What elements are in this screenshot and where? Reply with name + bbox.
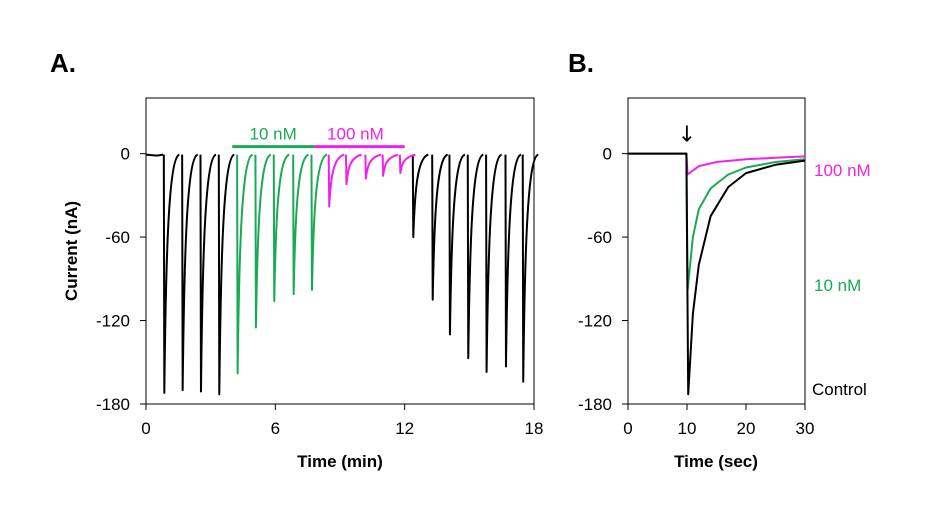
panel-a-spike [181,153,199,392]
panel-a-spike [448,153,466,336]
panel-a-spike [411,153,429,239]
panel-a-spike [292,153,310,296]
annotation-10nm-label: 10 nM [250,125,297,144]
panel-a-y-tick-label: -180 [96,395,130,414]
panel-a-spike [327,153,345,208]
panel-a-spike [431,153,449,301]
panel-b-y-tick-label: 0 [603,145,612,164]
panel-b-y-tick-label: -60 [587,228,612,247]
series-label-10nm: 10 nM [814,276,861,295]
panel-b-y-tick-label: -180 [578,395,612,414]
annotation-100nm-label: 100 nM [327,125,384,144]
panel-b-x-tick-label: 10 [678,419,697,438]
stimulus-arrow-icon: ↓ [678,123,696,148]
panel-a-y-tick-label: 0 [121,145,130,164]
panel-a-plot-frame [145,97,535,405]
panel-a-y-tick-label: -120 [96,312,130,331]
panel-b-trace [628,152,806,396]
panel-a-x-tick-label: 18 [525,419,544,438]
panel-a-spike [217,153,235,396]
panel-b-trace [628,152,806,291]
panel-a-series [145,153,539,396]
panel-a-spike [504,153,522,368]
series-label-control: Control [812,380,867,399]
panel-a-x-axis-title: Time (min) [297,452,383,471]
panel-a-spike [485,153,503,374]
panel-b-series [628,152,806,396]
panel-a-spike [162,153,180,394]
panel-a-spike [398,153,416,175]
panel-b-x-tick-label: 0 [623,419,632,438]
panel-a-y-axis-title: Current (nA) [62,201,81,301]
panel-a-spike [521,153,539,383]
panel-a-x-tick-label: 6 [271,419,280,438]
panel-b-x-axis-title: Time (sec) [674,452,758,471]
panel-a-spike [272,153,290,303]
panel-a-y-tick-label: -60 [105,228,130,247]
panel-b-x-tick-label: 20 [737,419,756,438]
panel-a-spike [310,153,328,291]
panel-a-baseline [145,153,164,157]
series-label-100nm: 100 nM [814,161,871,180]
panel-a-label: A. [50,48,76,78]
panel-b-plot-frame [627,97,806,405]
panel-b-y-tick-label: -120 [578,312,612,331]
panel-a-spike [381,153,399,177]
panel-a-spike [236,153,254,375]
panel-a-ticks: 0 6 12 18 0 -60 -120 -180 [96,145,543,438]
panel-a-spike [344,153,362,186]
panel-a-x-tick-label: 12 [395,419,414,438]
panel-b-ticks: 0 10 20 30 0 -60 -120 -180 [578,145,814,438]
panel-b-label: B. [568,48,594,78]
panel-b-x-tick-label: 30 [796,419,815,438]
panel-a-x-tick-label: 0 [141,419,150,438]
panel-a-spike [466,153,484,360]
panel-a-spike [254,153,272,329]
panel-a-spike [364,153,382,180]
panel-a-spike [199,153,217,393]
